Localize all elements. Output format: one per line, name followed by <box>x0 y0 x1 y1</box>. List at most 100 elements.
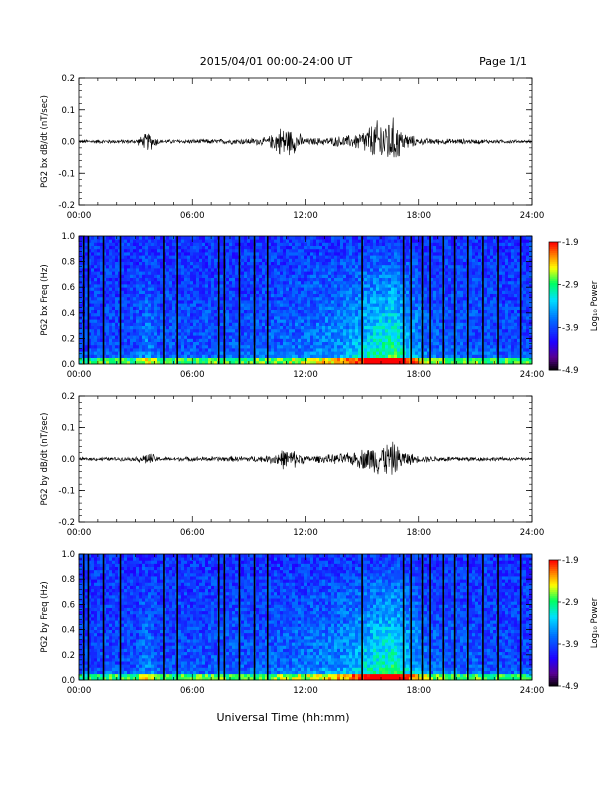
heatmap-cell <box>94 358 97 362</box>
heatmap-cell <box>139 358 142 362</box>
heatmap-cell <box>277 316 280 320</box>
heatmap-cell <box>283 239 286 243</box>
heatmap-cell <box>274 351 277 355</box>
heatmap-cell <box>214 268 217 272</box>
heatmap-cell <box>319 236 322 240</box>
heatmap-cell <box>325 297 328 301</box>
heatmap-cell <box>262 281 265 285</box>
heatmap-cell <box>181 322 184 326</box>
heatmap-cell <box>211 287 214 291</box>
heatmap-cell <box>382 294 385 298</box>
heatmap-cell <box>250 242 253 246</box>
heatmap-cell <box>328 242 331 246</box>
heatmap-cell <box>130 294 133 298</box>
heatmap-cell <box>244 319 247 323</box>
heatmap-cell <box>151 313 154 317</box>
heatmap-cell <box>178 262 181 266</box>
heatmap-cell <box>127 242 130 246</box>
heatmap-cell <box>424 246 427 250</box>
heatmap-cell <box>439 284 442 288</box>
heatmap-cell <box>334 284 337 288</box>
heatmap-cell <box>259 329 262 333</box>
heatmap-cell <box>232 335 235 339</box>
heatmap-cell <box>211 329 214 333</box>
heatmap-cell <box>124 294 127 298</box>
heatmap-cell <box>394 258 397 262</box>
heatmap-cell <box>112 354 115 358</box>
heatmap-cell <box>328 326 331 330</box>
heatmap-cell <box>220 345 223 349</box>
heatmap-cell <box>376 258 379 262</box>
heatmap-cell <box>388 303 391 307</box>
heatmap-cell <box>172 255 175 259</box>
heatmap-cell <box>289 297 292 301</box>
heatmap-cell <box>322 354 325 358</box>
heatmap-cell <box>274 306 277 310</box>
heatmap-cell <box>211 258 214 262</box>
heatmap-cell <box>358 351 361 355</box>
heatmap-cell <box>172 287 175 291</box>
heatmap-cell <box>106 345 109 349</box>
heatmap-cell <box>91 246 94 250</box>
heatmap-cell <box>193 338 196 342</box>
heatmap-cell <box>196 242 199 246</box>
heatmap-cell <box>133 252 136 256</box>
heatmap-cell <box>346 345 349 349</box>
heatmap-cell <box>157 303 160 307</box>
heatmap-cell <box>331 274 334 278</box>
heatmap-cell <box>439 326 442 330</box>
heatmap-cell <box>190 242 193 246</box>
heatmap-cell <box>184 294 187 298</box>
heatmap-cell <box>289 351 292 355</box>
heatmap-cell <box>184 345 187 349</box>
heatmap-cell <box>190 306 193 310</box>
heatmap-cell <box>190 351 193 355</box>
heatmap-cell <box>280 297 283 301</box>
heatmap-cell <box>433 354 436 358</box>
heatmap-cell <box>91 329 94 333</box>
heatmap-cell <box>379 252 382 256</box>
heatmap-cell <box>328 236 331 240</box>
heatmap-cell <box>178 319 181 323</box>
heatmap-cell <box>121 322 124 326</box>
heatmap-cell <box>364 332 367 336</box>
heatmap-cell <box>424 284 427 288</box>
heatmap-cell <box>190 338 193 342</box>
heatmap-cell <box>196 313 199 317</box>
heatmap-cell <box>277 290 280 294</box>
heatmap-cell <box>133 294 136 298</box>
heatmap-cell <box>424 332 427 336</box>
heatmap-cell <box>433 316 436 320</box>
heatmap-cell <box>133 313 136 317</box>
heatmap-cell <box>406 249 409 253</box>
heatmap-cell <box>247 278 250 282</box>
heatmap-cell <box>274 255 277 259</box>
heatmap-cell <box>247 329 250 333</box>
heatmap-cell <box>250 345 253 349</box>
heatmap-cell <box>127 354 130 358</box>
heatmap-cell <box>91 354 94 358</box>
heatmap-cell <box>346 281 349 285</box>
heatmap-cell <box>424 297 427 301</box>
heatmap-cell <box>388 249 391 253</box>
heatmap-cell <box>337 252 340 256</box>
heatmap-cell <box>376 313 379 317</box>
heatmap-cell <box>283 258 286 262</box>
heatmap-cell <box>202 236 205 240</box>
heatmap-cell <box>250 271 253 275</box>
heatmap-cell <box>205 281 208 285</box>
heatmap-cell <box>232 236 235 240</box>
heatmap-cell <box>418 255 421 259</box>
heatmap-cell <box>439 239 442 243</box>
heatmap-cell <box>397 242 400 246</box>
heatmap-cell <box>220 278 223 282</box>
heatmap-cell <box>289 246 292 250</box>
heatmap-cell <box>295 326 298 330</box>
heatmap-cell <box>181 329 184 333</box>
heatmap-cell <box>379 300 382 304</box>
heatmap-cell <box>415 287 418 291</box>
heatmap-cell <box>229 345 232 349</box>
heatmap-cell <box>424 303 427 307</box>
heatmap-cell <box>352 354 355 358</box>
heatmap-cell <box>343 342 346 346</box>
